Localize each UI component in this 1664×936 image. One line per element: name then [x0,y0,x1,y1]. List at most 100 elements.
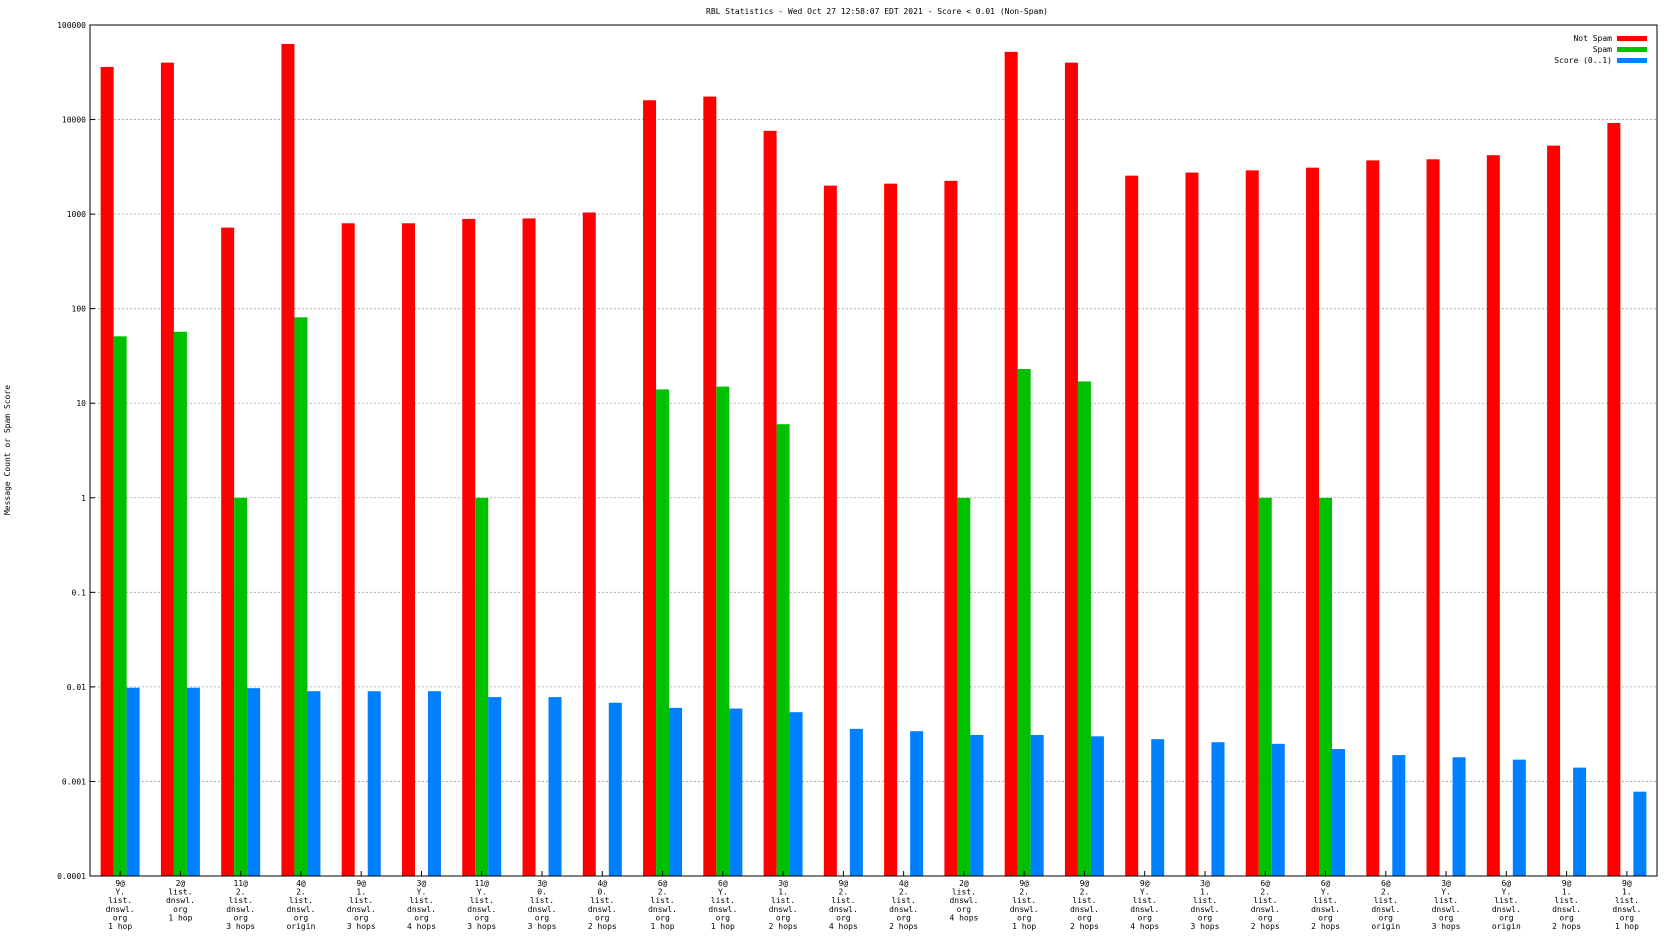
x-tick-label-line: 3 hops [467,922,496,931]
x-tick-label-line: 1 hop [651,922,675,931]
legend-swatch [1617,36,1647,41]
bar-not-spam [1125,175,1139,876]
x-tick-label-line: org [896,913,911,922]
bar-not-spam [522,218,536,876]
x-tick-label-line: org [1620,913,1635,922]
legend-label: Not Spam [1573,34,1612,43]
x-tick-label: 9@ 2. list. dnswl. org 2 hops [1070,879,1099,931]
x-tick-label-line: org [233,913,248,922]
x-tick-label-line: 4@ [296,879,306,888]
x-tick-label-line: dnswl. [166,896,195,905]
x-tick-label-line: origin [1492,922,1521,931]
x-tick-label-line: dnswl. [106,905,135,914]
x-tick-label-line: Y. [1140,888,1150,897]
x-tick-label-line: 0. [597,888,607,897]
x-tick-label-line: 2@ [176,879,186,888]
x-tick-label-line: org [776,913,791,922]
x-tick-label-line: org [535,913,550,922]
x-tick-label-line: 2. [1019,888,1029,897]
x-tick-label: 2@ list. dnswl. org 4 hops [949,879,978,922]
bar-not-spam [884,183,898,876]
x-tick-label-line: org [957,905,972,914]
x-tick-label: 9@ 2. list. dnswl. org 4 hops [829,879,858,931]
x-tick-label-line: 3 hops [226,922,255,931]
bar-not-spam [1064,62,1078,876]
y-tick-label: 1000 [67,210,86,219]
x-tick-label-line: 6@ [658,879,668,888]
y-tick-label: 0.001 [62,777,86,786]
x-tick-label-line: list. [1374,896,1398,905]
x-tick-label-line: 4@ [899,879,909,888]
x-tick-label-line: dnswl. [1492,905,1521,914]
x-tick-label-line: 9@ [115,879,125,888]
x-tick-label: 3@ 1. list. dnswl. org 2 hops [769,879,798,931]
x-tick-label-line: 2 hops [1251,922,1280,931]
x-tick-label-line: 4 hops [407,922,436,931]
bar-not-spam [160,62,174,876]
bar-score [548,697,562,876]
x-tick-label-line: org [1017,913,1032,922]
x-tick-label-line: list. [1494,896,1518,905]
x-tick-label-line: list. [1072,896,1096,905]
x-tick-label-line: list. [1434,896,1458,905]
y-tick-label: 0.01 [67,683,86,692]
x-tick-label-line: 1. [356,888,366,897]
x-tick-label-line: org [1318,913,1333,922]
bar-score [247,688,261,876]
bar-score [1332,749,1346,876]
x-tick-label: 9@ 1. list. dnswl. org 1 hop [1612,879,1641,931]
bar-score [488,697,502,876]
bar-not-spam [944,180,958,876]
x-tick-label-line: dnswl. [1612,905,1641,914]
x-tick-label-line: 9@ [1140,879,1150,888]
x-tick-label-line: 1. [1200,888,1210,897]
x-tick-label-line: dnswl. [1552,905,1581,914]
bar-not-spam [401,223,415,877]
x-tick-label-line: 2 hops [769,922,798,931]
bar-score [1090,736,1104,876]
x-tick-label-line: Y. [718,888,728,897]
x-tick-label-line: list. [1133,896,1157,905]
legend-swatch [1617,47,1647,52]
x-tick-label: 11@ Y. list. dnswl. org 3 hops [467,879,496,931]
y-tick-label: 100000 [57,21,86,30]
legend-swatch [1617,58,1647,63]
x-tick-label-line: org [173,905,188,914]
bar-not-spam [341,223,355,877]
x-tick-label-line: list. [711,896,735,905]
x-tick-label-line: list. [108,896,132,905]
x-tick-label: 3@ 0. list. dnswl. org 3 hops [528,879,557,931]
x-tick-label-line: list. [771,896,795,905]
x-tick-label-line: 2. [658,888,668,897]
x-tick-label-line: 2 hops [889,922,918,931]
x-tick-label-line: 6@ [1260,879,1270,888]
x-tick-label-line: list. [952,888,976,897]
x-tick-label-line: dnswl. [889,905,918,914]
x-tick-label-line: 2 hops [1311,922,1340,931]
bar-spam [1017,369,1031,876]
y-tick-label: 0.1 [72,588,87,597]
x-tick-label: 9@ 1. list. dnswl. org 2 hops [1552,879,1581,931]
x-tick-label-line: dnswl. [1130,905,1159,914]
x-tick-label-line: 2. [839,888,849,897]
x-tick-label-line: 2 hops [588,922,617,931]
x-tick-label-line: 11@ [475,879,490,888]
x-tick-label: 3@ 1. list. dnswl. org 3 hops [1191,879,1220,931]
x-tick-label-line: 3@ [537,879,547,888]
x-tick-label-line: org [1439,913,1454,922]
x-tick-label-line: dnswl. [407,905,436,914]
bar-spam [475,497,489,876]
bar-not-spam [643,100,657,876]
x-tick-label-line: org [1258,913,1273,922]
x-tick-label-line: 1 hop [168,913,192,922]
bar-score [1030,734,1044,876]
bars [100,43,1647,877]
bar-score [427,691,441,876]
bar-score [1211,742,1225,876]
bar-spam [656,389,670,876]
x-tick-label-line: dnswl. [226,905,255,914]
x-tick-label-line: org [1499,913,1514,922]
bar-spam [173,331,187,876]
bar-not-spam [100,66,114,877]
bar-score [1392,755,1406,876]
